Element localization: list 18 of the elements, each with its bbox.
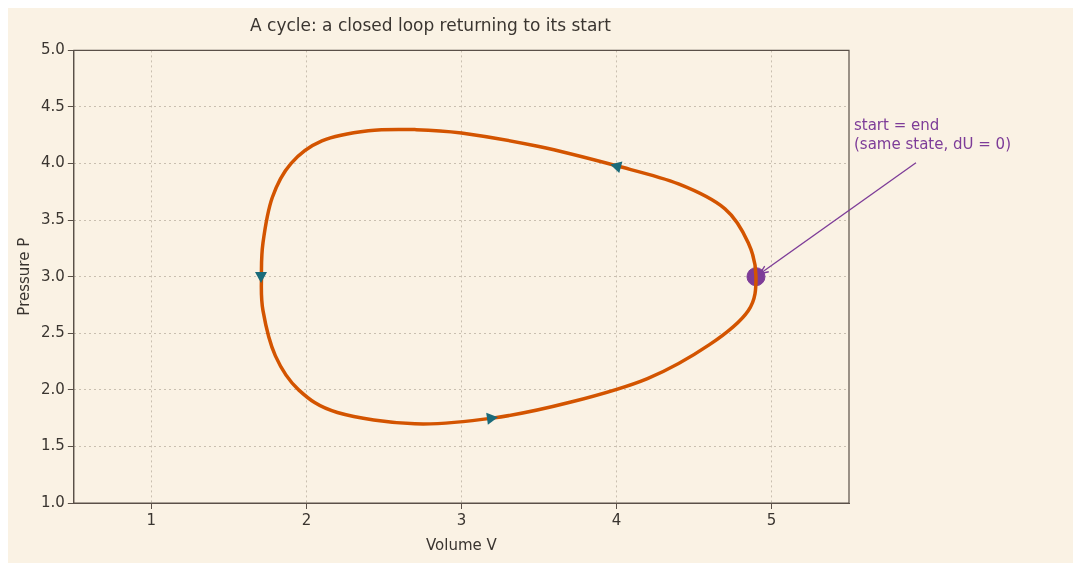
y-tick-label: 2.0 <box>41 379 65 398</box>
chart-title: A cycle: a closed loop returning to its start <box>249 14 612 35</box>
y-tick-label: 5.0 <box>41 40 65 59</box>
y-tick-label: 1.5 <box>41 436 65 455</box>
annotation: start = end (same state, dU = 0) <box>853 116 1011 154</box>
y-tick-label: 2.5 <box>41 323 65 342</box>
x-tick-label: 3 <box>456 510 467 529</box>
x-tick-label: 4 <box>611 510 622 529</box>
x-axis-title: Volume V <box>426 535 498 554</box>
x-tick-label: 1 <box>146 510 157 529</box>
y-tick-label: 4.0 <box>41 153 65 172</box>
y-tick-label: 3.5 <box>41 210 65 229</box>
y-axis-title: Pressure P <box>14 237 33 316</box>
x-tick-label: 5 <box>766 510 777 529</box>
y-tick-label: 1.0 <box>41 492 65 511</box>
y-tick-label: 3.0 <box>41 266 65 285</box>
y-tick-label: 4.5 <box>41 96 65 115</box>
x-tick-label: 2 <box>301 510 312 529</box>
